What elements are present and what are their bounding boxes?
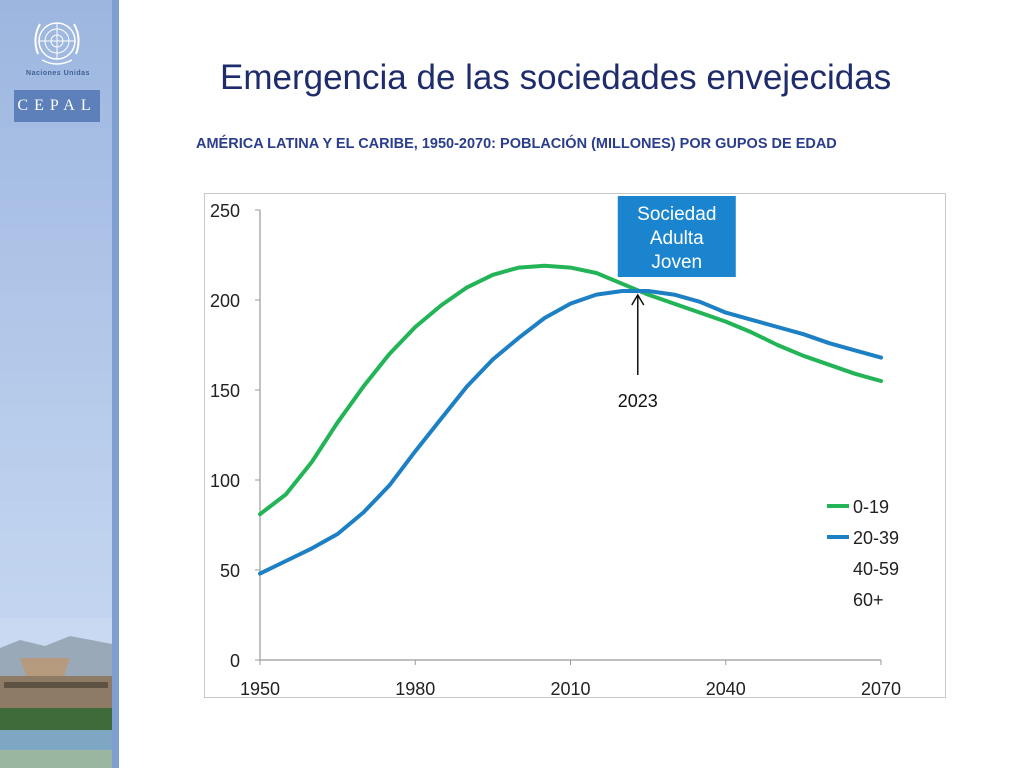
un-emblem-icon <box>34 22 80 65</box>
annotation-arrow-label: 2023 <box>618 391 658 411</box>
cepal-logo: CEPAL <box>14 90 100 122</box>
legend-label: 40-59 <box>853 559 899 579</box>
x-tick-label: 2040 <box>706 679 746 699</box>
chart-subtitle: AMÉRICA LATINA Y EL CARIBE, 1950-2070: P… <box>196 136 837 152</box>
annotation-arrow-head <box>631 293 645 306</box>
series-line-20-39 <box>258 289 883 576</box>
y-tick-label: 250 <box>210 201 240 221</box>
annotation-box-line: Joven <box>651 252 702 273</box>
y-tick-label: 50 <box>220 561 240 581</box>
chart-frame: 0 50 100 150 200 250 1950 1980 2010 2040 2070 Socie… <box>204 193 946 699</box>
sidebar-divider <box>112 0 119 768</box>
legend-label: 20-39 <box>853 528 899 548</box>
slide-title: Emergencia de las sociedades envejecidas <box>220 58 892 97</box>
legend-label: 60+ <box>853 590 884 610</box>
un-name: Naciones Unidas <box>26 70 90 77</box>
y-tick-label: 150 <box>210 381 240 401</box>
series-line-0-19 <box>258 263 883 517</box>
y-tick-label: 200 <box>210 291 240 311</box>
x-tick-label: 1950 <box>240 679 280 699</box>
y-tick-label: 0 <box>230 651 240 671</box>
x-tick-label: 1980 <box>395 679 435 699</box>
legend-label: 0-19 <box>853 497 889 517</box>
annotation-box-line: Sociedad <box>637 204 716 225</box>
building-photo <box>0 618 112 768</box>
y-tick-label: 100 <box>210 471 240 491</box>
annotation-box-line: Adulta <box>650 228 704 249</box>
x-tick-label: 2010 <box>550 679 590 699</box>
annotation-box <box>617 196 736 277</box>
population-line-chart: 0 50 100 150 200 250 1950 1980 2010 2040 2070 Socie… <box>210 196 901 699</box>
x-tick-label: 2070 <box>861 679 901 699</box>
sidebar: Naciones Unidas CEPAL <box>0 0 112 768</box>
